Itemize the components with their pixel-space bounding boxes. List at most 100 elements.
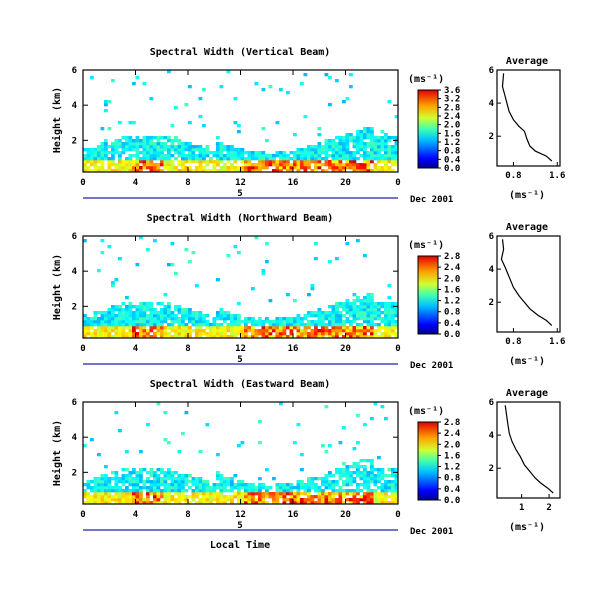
heatmap-cell bbox=[349, 73, 353, 77]
heatmap-cell bbox=[244, 320, 248, 324]
heatmap-cell bbox=[167, 148, 171, 152]
heatmap-cell bbox=[335, 157, 339, 161]
heatmap-cell bbox=[363, 151, 367, 155]
x-axis-label: Local Time bbox=[210, 539, 270, 551]
heatmap-cell bbox=[181, 329, 185, 333]
heatmap-cell bbox=[118, 121, 122, 125]
heatmap-cell bbox=[261, 154, 266, 158]
heatmap-cell bbox=[163, 474, 168, 478]
heatmap-cell bbox=[331, 332, 336, 336]
heatmap-cell bbox=[107, 166, 112, 170]
heatmap-cell bbox=[167, 263, 171, 267]
heatmap-cell bbox=[93, 317, 98, 321]
heatmap-cell bbox=[258, 483, 262, 487]
heatmap-cell bbox=[387, 305, 392, 309]
heatmap-cell bbox=[300, 335, 304, 339]
x-tick-label: 8 bbox=[185, 510, 190, 520]
heatmap-cell bbox=[121, 160, 126, 164]
heatmap-cell bbox=[247, 157, 252, 161]
heatmap-cell bbox=[219, 323, 224, 327]
x-tick-label: 8 bbox=[185, 344, 190, 354]
heatmap-cell bbox=[111, 169, 115, 173]
heatmap-cell bbox=[135, 317, 140, 321]
heatmap-cell bbox=[314, 169, 318, 173]
heatmap-cell bbox=[366, 130, 371, 134]
heatmap-cell bbox=[377, 486, 381, 490]
heatmap-cell bbox=[114, 489, 119, 493]
heatmap-cell bbox=[97, 486, 101, 490]
heatmap-cell bbox=[128, 136, 133, 140]
heatmap-cell bbox=[244, 166, 248, 170]
heatmap-cell bbox=[338, 302, 343, 306]
heatmap-cell bbox=[258, 477, 262, 481]
heatmap-cell bbox=[279, 154, 283, 158]
heatmap-cell bbox=[191, 489, 196, 493]
heatmap-cell bbox=[104, 477, 108, 481]
heatmap-cell bbox=[156, 486, 161, 490]
heatmap-cell bbox=[177, 477, 182, 481]
heatmap-cell bbox=[160, 501, 164, 505]
heatmap-cell bbox=[345, 477, 350, 481]
heatmap-cell bbox=[230, 154, 234, 158]
heatmap-cell bbox=[177, 474, 182, 478]
heatmap-cell bbox=[338, 169, 343, 173]
heatmap-cell bbox=[366, 163, 371, 167]
heatmap-cell bbox=[121, 483, 126, 487]
heatmap-cell bbox=[230, 323, 234, 327]
heatmap-cell bbox=[391, 332, 395, 336]
heatmap-cell bbox=[142, 82, 147, 86]
heatmap-cell bbox=[289, 169, 294, 173]
heatmap-cell bbox=[160, 302, 164, 306]
heatmap-cell bbox=[279, 323, 283, 327]
heatmap-cell bbox=[279, 160, 283, 164]
heatmap-cell bbox=[373, 332, 378, 336]
heatmap-cell bbox=[163, 480, 168, 484]
heatmap-cell bbox=[174, 317, 178, 321]
heatmap-cell bbox=[321, 329, 325, 333]
heatmap-cell bbox=[394, 308, 399, 312]
heatmap-cell bbox=[114, 501, 119, 505]
heatmap-cell bbox=[202, 157, 206, 161]
heatmap-cell bbox=[118, 145, 122, 149]
heatmap-cell bbox=[219, 317, 224, 321]
heatmap-cell bbox=[184, 477, 189, 481]
heatmap-cell bbox=[296, 169, 301, 173]
heatmap-cell bbox=[328, 103, 332, 107]
heatmap-cell bbox=[335, 148, 339, 152]
heatmap-cell bbox=[174, 106, 178, 110]
heatmap-cell bbox=[251, 154, 255, 158]
heatmap-cell bbox=[104, 157, 108, 161]
heatmap-cell bbox=[387, 148, 392, 152]
heatmap-cell bbox=[282, 166, 287, 170]
heatmap-cell bbox=[118, 429, 122, 433]
colorbar-tick-label: 2.8 bbox=[444, 418, 460, 428]
heatmap-cell bbox=[394, 474, 399, 478]
heatmap-cell bbox=[198, 317, 203, 321]
heatmap-cell bbox=[366, 480, 371, 484]
heatmap-cell bbox=[268, 323, 273, 327]
heatmap-cell bbox=[118, 332, 122, 336]
heatmap-cell bbox=[226, 483, 231, 487]
heatmap-cell bbox=[195, 157, 199, 161]
heatmap-cell bbox=[352, 320, 357, 324]
heatmap-cell bbox=[132, 335, 136, 339]
heatmap-cell bbox=[352, 492, 357, 496]
heatmap-cell bbox=[191, 148, 196, 152]
heatmap-cell bbox=[370, 498, 374, 502]
heatmap-cell bbox=[125, 157, 129, 161]
heatmap-cell bbox=[216, 142, 220, 146]
heatmap-cell bbox=[93, 154, 98, 158]
heatmap-cell bbox=[296, 501, 301, 505]
heatmap-cell bbox=[342, 314, 346, 318]
x-tick-label: 0 bbox=[80, 178, 85, 188]
heatmap-cell bbox=[324, 332, 329, 336]
heatmap-cell bbox=[282, 163, 287, 167]
heatmap-cell bbox=[139, 480, 143, 484]
heatmap-cell bbox=[86, 495, 91, 499]
heatmap-cell bbox=[391, 474, 395, 478]
heatmap-cell bbox=[104, 169, 108, 173]
heatmap-cell bbox=[233, 166, 238, 170]
heatmap-cell bbox=[286, 157, 290, 161]
heatmap-cell bbox=[100, 332, 105, 336]
heatmap-cell bbox=[380, 145, 385, 149]
